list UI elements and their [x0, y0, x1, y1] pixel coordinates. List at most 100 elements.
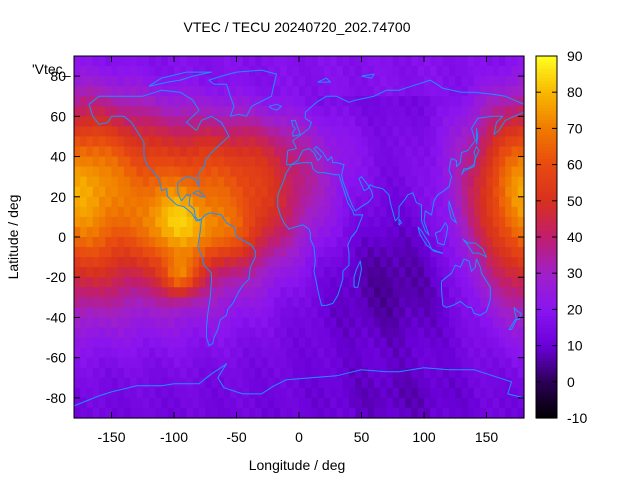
heatmap-cell	[211, 216, 219, 228]
heatmap-cell	[149, 247, 156, 258]
heatmap-cell	[367, 136, 375, 148]
heatmap-cell	[367, 297, 375, 308]
heatmap-cell	[492, 106, 500, 117]
heatmap-cell	[117, 216, 125, 228]
heatmap-cell	[449, 226, 456, 238]
heatmap-cell	[105, 186, 113, 198]
heatmap-cell	[274, 407, 281, 419]
heatmap-cell	[149, 357, 156, 369]
heatmap-cell	[242, 216, 250, 228]
heatmap-cell	[355, 126, 363, 138]
heatmap-cell	[449, 307, 456, 319]
heatmap-cell	[505, 126, 513, 138]
heatmap-cell	[455, 267, 463, 278]
heatmap-cell	[236, 327, 244, 339]
heatmap-cell	[349, 407, 356, 419]
heatmap-cell	[374, 257, 381, 268]
heatmap-cell	[230, 196, 238, 208]
heatmap-cell	[399, 407, 406, 419]
colorbar-segment	[536, 384, 557, 389]
heatmap-cell	[255, 367, 263, 379]
heatmap-cell	[224, 317, 231, 329]
heatmap-cell	[74, 347, 81, 359]
heatmap-cell	[324, 106, 331, 117]
heatmap-cell	[455, 387, 463, 399]
heatmap-cell	[299, 226, 306, 238]
heatmap-cell	[74, 126, 81, 138]
heatmap-cell	[499, 237, 506, 248]
heatmap-cell	[380, 407, 388, 419]
heatmap-cell	[105, 247, 113, 258]
heatmap-cell	[461, 327, 469, 339]
heatmap-cell	[211, 226, 219, 238]
heatmap-cell	[249, 327, 256, 339]
colorbar-segment	[536, 360, 557, 365]
heatmap-cell	[380, 297, 388, 308]
heatmap-cell	[424, 136, 431, 148]
heatmap-cell	[217, 247, 225, 258]
heatmap-cell	[449, 76, 456, 87]
heatmap-cell	[292, 66, 300, 77]
heatmap-cell	[274, 247, 281, 258]
heatmap-cell	[230, 96, 238, 107]
heatmap-cell	[80, 136, 88, 148]
heatmap-cell	[130, 277, 138, 288]
heatmap-cell	[286, 357, 294, 369]
heatmap-cell	[167, 267, 175, 278]
heatmap-cell	[367, 66, 375, 77]
heatmap-cell	[180, 116, 188, 127]
heatmap-cell	[205, 397, 213, 409]
heatmap-cell	[155, 146, 163, 158]
heatmap-cell	[417, 166, 425, 178]
heatmap-cell	[174, 216, 181, 228]
heatmap-cell	[511, 377, 519, 389]
coastlines	[73, 69, 525, 407]
heatmap-cell	[442, 347, 450, 359]
heatmap-cell	[317, 257, 325, 268]
heatmap-cell	[386, 357, 394, 369]
heatmap-cell	[386, 247, 394, 258]
heatmap-cell	[130, 226, 138, 238]
heatmap-cell	[99, 206, 106, 218]
heatmap-cell	[436, 367, 444, 379]
heatmap-cell	[392, 176, 400, 188]
heatmap-cell	[124, 297, 131, 308]
heatmap-cell	[161, 156, 169, 168]
heatmap-cell	[355, 166, 363, 178]
colorbar-segment	[536, 116, 557, 120]
heatmap-cell	[367, 166, 375, 178]
heatmap-cell	[161, 337, 169, 349]
heatmap-cell	[136, 136, 144, 148]
heatmap-cell	[155, 277, 163, 288]
heatmap-cell	[461, 186, 469, 198]
heatmap-cell	[255, 247, 263, 258]
colorbar-segment	[536, 381, 557, 386]
heatmap-cell	[205, 146, 213, 158]
heatmap-cell	[442, 226, 450, 238]
heatmap-cell	[280, 206, 288, 218]
heatmap-cell	[324, 196, 331, 208]
heatmap-cell	[405, 377, 413, 389]
heatmap-cell	[474, 146, 481, 158]
heatmap-cell	[280, 287, 288, 298]
heatmap-cell	[467, 66, 475, 77]
heatmap-cell	[86, 327, 94, 339]
heatmap-cell	[267, 367, 275, 379]
colorbar-segment	[536, 179, 557, 184]
heatmap-cell	[286, 367, 294, 379]
heatmap-cell	[324, 327, 331, 339]
heatmap-cell	[149, 176, 156, 188]
heatmap-cell	[399, 126, 406, 138]
heatmap-cell	[211, 277, 219, 288]
heatmap-cell	[186, 347, 194, 359]
heatmap-cell	[80, 156, 88, 168]
heatmap-cell	[92, 397, 100, 409]
heatmap-cell	[311, 176, 319, 188]
heatmap-cell	[399, 257, 406, 268]
heatmap-cell	[361, 176, 369, 188]
heatmap-cell	[280, 367, 288, 379]
heatmap-cell	[474, 166, 481, 178]
heatmap-cell	[455, 176, 463, 188]
heatmap-cell	[517, 377, 525, 389]
heatmap-cell	[199, 277, 206, 288]
